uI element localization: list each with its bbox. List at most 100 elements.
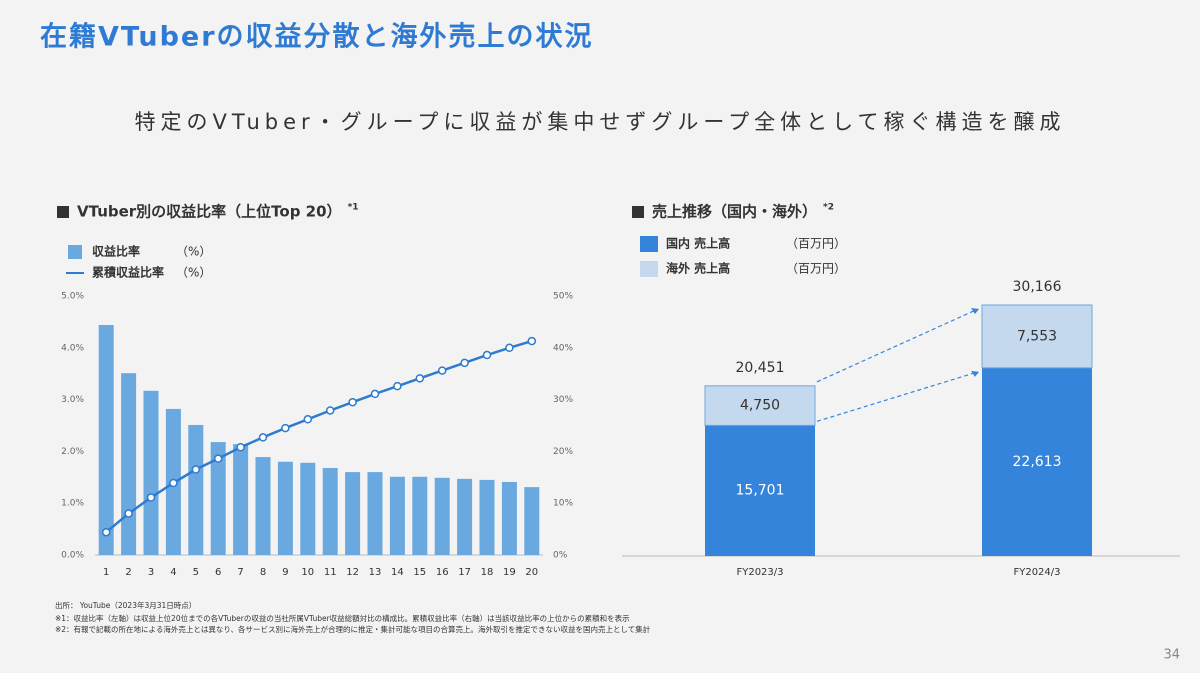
x-tick-label: 11 [324, 567, 337, 578]
bar [524, 487, 540, 555]
chart-title: 売上推移（国内・海外） [652, 203, 817, 221]
x-tick-label: 6 [215, 567, 221, 578]
bar [188, 424, 204, 555]
bar [479, 479, 495, 555]
x-tick-label: 18 [481, 567, 494, 578]
line-point [348, 397, 357, 407]
legend-unit: （百万円） [786, 237, 846, 251]
y-tick-label: 5.0% [61, 292, 84, 302]
bar [367, 472, 383, 555]
y-tick-label: 0.0% [61, 551, 84, 561]
bar-segment [982, 367, 1092, 556]
x-tick-label: 13 [369, 567, 382, 578]
legend-label: 累積収益比率 [92, 265, 164, 280]
arrow [816, 371, 979, 422]
y-tick-label: 4.0% [61, 343, 84, 353]
title-note: *1 [348, 203, 359, 213]
arrow-head [971, 308, 979, 314]
heading-marker [57, 206, 69, 218]
line-point [415, 374, 425, 383]
bar [389, 476, 405, 555]
x-tick-label: 7 [237, 567, 243, 578]
y2-tick-label: 50% [553, 292, 573, 302]
line-point [393, 381, 402, 391]
line-point [370, 389, 380, 399]
x-tick-label: 15 [413, 567, 426, 578]
bar [457, 478, 473, 555]
line-point [482, 350, 492, 360]
subtitle: 特定のVTuber・グループに収益が集中せずグループ全体として稼ぐ構造を醸成 [134, 110, 1065, 134]
line-point [325, 406, 335, 415]
page-number: 34 [1163, 648, 1180, 663]
y2-tick-label: 30% [553, 395, 573, 405]
bar [345, 472, 361, 555]
note: ※2：有報で記載の所在地による海外売上とは異なり、各サービス別に海外売上が合理的… [55, 624, 651, 634]
bar [143, 390, 159, 555]
legend-unit: （百万円） [786, 262, 846, 276]
line-point [437, 366, 447, 375]
total-label: 30,166 [1013, 279, 1062, 295]
legend-unit: （%） [176, 266, 211, 280]
x-tick-label: 12 [346, 567, 359, 578]
arrow [816, 308, 979, 383]
bar [412, 476, 428, 555]
legend-label: 国内 売上高 [666, 236, 730, 251]
line-point [101, 527, 111, 537]
line-point [281, 423, 290, 433]
value-label: 15,701 [736, 483, 785, 499]
bar-segment [705, 425, 815, 556]
bar-segment [981, 304, 1093, 369]
arrow-head [971, 370, 979, 377]
line-point [124, 509, 133, 518]
x-tick-label: 9 [282, 567, 288, 578]
slide-title: 在籍VTuberの収益分散と海外売上の状況 [40, 21, 594, 53]
bar-segment [704, 385, 816, 426]
line-point [169, 478, 178, 488]
x-tick-label: 20 [525, 567, 538, 578]
x-tick-label: 1 [103, 567, 109, 578]
y2-tick-label: 10% [553, 499, 573, 509]
bar [434, 477, 450, 555]
x-tick-label: FY2024/3 [1013, 567, 1060, 578]
legend-swatch [640, 261, 658, 277]
value-label: 4,750 [740, 398, 780, 414]
legend-unit: （%） [176, 245, 211, 259]
x-tick-label: 8 [260, 567, 266, 578]
bar [233, 444, 249, 555]
y2-tick-label: 40% [553, 343, 573, 353]
y2-tick-label: 20% [553, 447, 573, 457]
x-tick-label: 10 [301, 567, 314, 578]
y-tick-label: 2.0% [61, 447, 84, 457]
source: 出所： YouTube（2023年3月31日時点） [55, 600, 196, 610]
line-point [258, 433, 268, 442]
legend-label: 海外 売上高 [666, 261, 730, 276]
bar [300, 462, 316, 555]
line-point [236, 443, 245, 452]
x-tick-label: 5 [193, 567, 199, 578]
bar [322, 467, 338, 555]
line-point [527, 336, 537, 346]
line-point [213, 454, 223, 463]
total-label: 20,451 [736, 360, 785, 376]
bar [255, 457, 271, 555]
line-point [303, 415, 313, 424]
y2-tick-label: 0% [553, 551, 568, 561]
x-tick-label: 2 [125, 567, 131, 578]
y-tick-label: 3.0% [61, 395, 84, 405]
heading-marker [632, 206, 644, 218]
y-tick-label: 1.0% [61, 499, 84, 509]
x-tick-label: 3 [148, 567, 154, 578]
note: ※1：収益比率（左軸）は収益上位20位までの各VTuberの収益の当社所属VTu… [55, 613, 630, 623]
bar [121, 373, 137, 555]
line-point [460, 358, 469, 368]
legend-swatch [68, 245, 82, 259]
line-point [505, 343, 514, 353]
value-label: 7,553 [1017, 328, 1057, 344]
value-label: 22,613 [1013, 454, 1062, 470]
bar [98, 325, 114, 555]
chart-title: VTuber別の収益比率（上位Top 20） [77, 203, 342, 221]
bar [210, 442, 226, 555]
x-tick-label: 19 [503, 567, 516, 578]
line-point [191, 465, 201, 474]
